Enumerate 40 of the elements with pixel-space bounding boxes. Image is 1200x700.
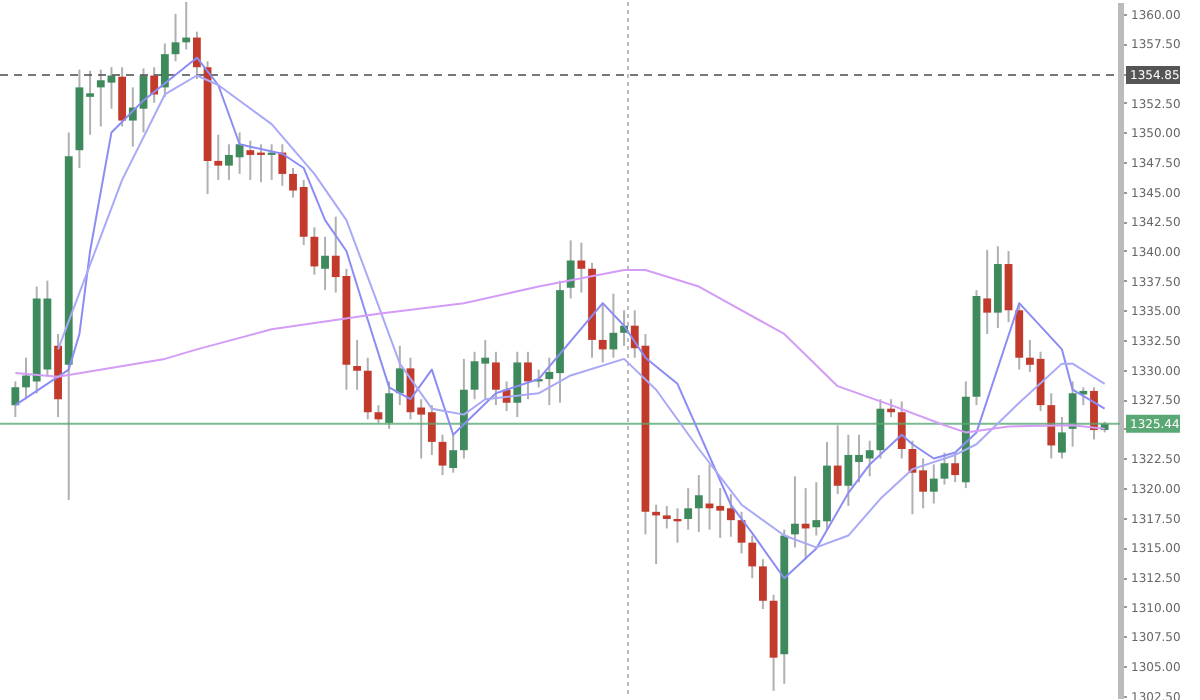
candlestick bbox=[353, 338, 361, 391]
candlestick bbox=[940, 451, 949, 486]
candlestick bbox=[662, 504, 671, 530]
candlestick bbox=[748, 534, 757, 580]
candlestick bbox=[438, 433, 447, 477]
candlestick bbox=[1068, 380, 1077, 448]
candlestick bbox=[897, 400, 906, 460]
candlestick bbox=[609, 292, 618, 359]
candlestick bbox=[160, 42, 169, 98]
candlestick bbox=[598, 302, 607, 364]
candlestick bbox=[694, 474, 703, 533]
candlestick bbox=[321, 235, 329, 292]
candlestick bbox=[385, 380, 394, 430]
candlestick bbox=[524, 350, 532, 401]
candlestick bbox=[1058, 415, 1066, 460]
candlestick bbox=[566, 239, 575, 300]
candlestick bbox=[684, 487, 693, 531]
candlestick bbox=[11, 380, 20, 418]
candlestick bbox=[278, 143, 287, 187]
candlestick bbox=[983, 248, 992, 335]
candlestick bbox=[118, 66, 127, 128]
candlestick bbox=[951, 451, 960, 484]
candlestick bbox=[192, 30, 201, 81]
candlestick bbox=[577, 241, 586, 294]
candlestick bbox=[759, 558, 767, 611]
candlestick bbox=[1047, 392, 1056, 460]
candlestick bbox=[363, 356, 372, 421]
candlestick bbox=[492, 350, 500, 407]
candlestick bbox=[833, 424, 842, 496]
candlestick bbox=[1015, 303, 1024, 371]
candlestick bbox=[214, 133, 223, 181]
candlestick bbox=[171, 12, 180, 63]
candlestick bbox=[449, 433, 458, 474]
candlestick bbox=[310, 226, 319, 276]
candlestick bbox=[395, 344, 404, 407]
candlestick bbox=[791, 475, 799, 549]
line-series bbox=[14, 268, 1106, 434]
candlestick bbox=[876, 398, 885, 460]
candlestick bbox=[929, 463, 938, 505]
candlestick bbox=[513, 350, 522, 418]
